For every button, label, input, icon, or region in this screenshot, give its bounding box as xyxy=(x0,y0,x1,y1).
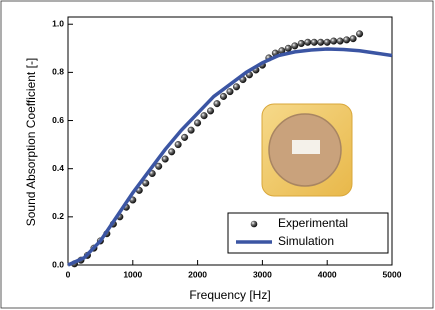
data-point xyxy=(311,39,318,46)
data-point xyxy=(168,149,175,156)
y-tick-label: 0.8 xyxy=(52,67,64,77)
y-tick-label: 0.2 xyxy=(52,211,64,221)
data-point xyxy=(162,156,169,163)
data-point xyxy=(194,120,201,127)
data-point xyxy=(343,37,350,44)
data-point xyxy=(292,43,299,50)
y-axis-label: Sound Absorption Coefficient [-] xyxy=(24,58,38,227)
data-point xyxy=(201,112,208,119)
x-tick-label: 5000 xyxy=(383,269,402,279)
sample-photo xyxy=(262,104,352,196)
data-point xyxy=(298,40,305,47)
x-tick-label: 1000 xyxy=(123,269,142,279)
legend-label: Simulation xyxy=(278,234,334,248)
data-point xyxy=(175,141,182,148)
data-point xyxy=(317,39,324,46)
data-point xyxy=(356,31,363,38)
legend-symbol xyxy=(251,221,258,228)
x-tick-label: 2000 xyxy=(188,269,207,279)
data-point xyxy=(233,84,240,91)
chart: Frequency [Hz] Sound Absorption Coeffici… xyxy=(0,0,435,310)
y-tick-label: 0.0 xyxy=(52,259,64,269)
data-point xyxy=(337,38,344,45)
data-point xyxy=(227,88,234,95)
data-point xyxy=(188,127,195,134)
legend-label: Experimental xyxy=(278,216,348,230)
x-tick-label: 4000 xyxy=(318,269,337,279)
outer-frame xyxy=(1,1,433,308)
x-tick-label: 0 xyxy=(66,269,71,279)
x-tick-label: 3000 xyxy=(253,269,272,279)
y-tick-label: 1.0 xyxy=(52,18,64,28)
data-point xyxy=(330,38,337,45)
data-point xyxy=(324,39,331,46)
data-point xyxy=(350,35,357,42)
data-point xyxy=(220,93,227,100)
data-point xyxy=(207,108,214,115)
data-point xyxy=(181,134,188,141)
data-point xyxy=(285,45,292,52)
data-point xyxy=(214,100,221,107)
x-axis-label: Frequency [Hz] xyxy=(189,288,270,302)
y-tick-label: 0.6 xyxy=(52,115,64,125)
data-point xyxy=(304,39,311,46)
y-tick-label: 0.4 xyxy=(52,163,64,173)
